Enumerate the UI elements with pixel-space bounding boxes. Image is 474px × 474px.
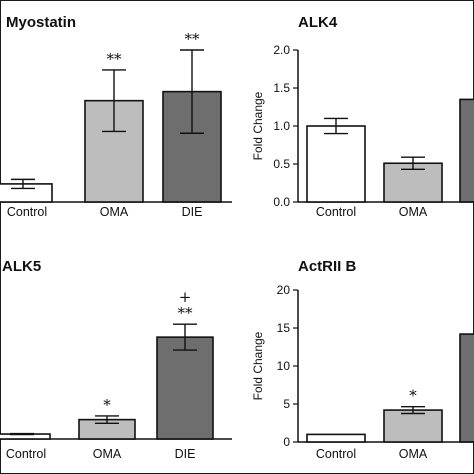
- panel4-category-label: Control: [316, 447, 356, 461]
- panel1-bar-control: [0, 183, 53, 203]
- panel2-y-label: Fold Change: [251, 91, 265, 160]
- panel4-y-tick-label: 5: [283, 397, 290, 411]
- panel1-category-label: DIE: [182, 205, 203, 219]
- panel2-bar-control: [306, 125, 366, 203]
- panel4-y-tick-label: 20: [277, 283, 291, 297]
- panel4-y-tick-label: 15: [277, 321, 291, 335]
- panel3-category-label: Control: [6, 447, 46, 461]
- panel4-category-label: OMA: [399, 447, 428, 461]
- panel4-significance-mark: *: [409, 387, 417, 405]
- panel2-category-label: Control: [316, 205, 356, 219]
- panel1-category-label: OMA: [100, 205, 129, 219]
- panel4-bar-oma: [383, 409, 443, 443]
- panel2-title: ALK4: [298, 14, 338, 31]
- panel4-y-tick-label: 0: [283, 435, 290, 449]
- panel1-significance-mark: **: [185, 30, 201, 48]
- panel4-bar-die: [459, 333, 474, 443]
- panel1-significance-mark: **: [107, 50, 123, 68]
- panel3-category-label: DIE: [175, 447, 196, 461]
- panel2-y-tick-label: 1.0: [273, 119, 290, 133]
- panel2-y-tick-label: 2.0: [273, 43, 290, 57]
- panel2-bar-die: [459, 98, 474, 203]
- panel2-y-tick-label: 0.5: [273, 157, 290, 171]
- panel1-title: Myostatin: [6, 14, 76, 31]
- panel4-bar-control: [306, 433, 366, 443]
- panel3-title: ALK5: [2, 258, 41, 275]
- panel3-significance-mark: **: [178, 304, 194, 322]
- panel4-title: ActRII B: [298, 258, 357, 275]
- panel2-category-label: OMA: [399, 205, 428, 219]
- panel3-plus-mark: +: [179, 288, 192, 306]
- panel1-category-label: Control: [7, 205, 47, 219]
- panel4-y-label: Fold Change: [251, 331, 265, 400]
- panel2-y-tick-label: 0.0: [273, 195, 290, 209]
- panel4-y-tick-label: 10: [277, 359, 291, 373]
- panel3-significance-mark: *: [103, 396, 111, 414]
- panel3-category-label: OMA: [93, 447, 122, 461]
- panel2-y-tick-label: 1.5: [273, 81, 290, 95]
- panel3-bar-die: [156, 336, 214, 440]
